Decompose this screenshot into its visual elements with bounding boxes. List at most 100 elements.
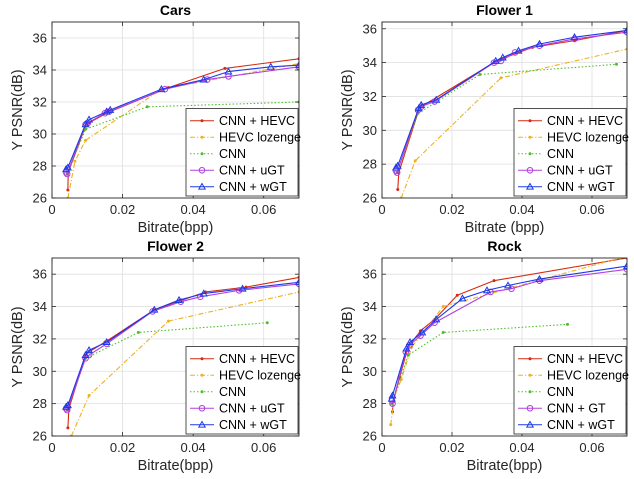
y-tick-label: 30 bbox=[33, 127, 47, 142]
data-point bbox=[106, 105, 115, 113]
data-point bbox=[413, 159, 417, 163]
legend-label: CNN + HEVC bbox=[219, 114, 295, 128]
data-point bbox=[396, 188, 400, 192]
y-tick-label: 28 bbox=[33, 159, 47, 174]
data-point bbox=[66, 188, 70, 192]
plot-series-group bbox=[62, 57, 299, 198]
y-tick-label: 36 bbox=[33, 31, 47, 46]
y-tick-label: 26 bbox=[33, 191, 47, 206]
data-point bbox=[566, 322, 569, 326]
axes-box bbox=[51, 257, 300, 437]
x-tick-label: 0.02 bbox=[110, 202, 135, 217]
series-line-5 bbox=[395, 29, 627, 168]
data-point bbox=[455, 293, 459, 297]
legend-label: HEVC lozenge bbox=[219, 131, 301, 145]
legend-label: HEVC lozenge bbox=[547, 369, 629, 383]
legend-label: CNN bbox=[219, 147, 246, 161]
legend-marker bbox=[526, 166, 534, 174]
y-tick-label: 34 bbox=[363, 299, 377, 314]
axes-box bbox=[381, 21, 628, 199]
x-axis-label: Bitrate(bpp) bbox=[138, 220, 214, 236]
data-point bbox=[417, 100, 426, 108]
data-point bbox=[418, 328, 427, 336]
y-tick-label: 34 bbox=[33, 63, 47, 78]
y-tick-label: 28 bbox=[363, 157, 377, 172]
legend-label: CNN + HEVC bbox=[219, 352, 295, 366]
data-point bbox=[84, 346, 94, 354]
x-tick-label: 0.06 bbox=[579, 202, 604, 217]
data-point bbox=[102, 337, 111, 346]
x-axis-label: Bitrate(bpp) bbox=[467, 458, 543, 474]
data-point bbox=[223, 66, 227, 70]
data-point bbox=[622, 261, 627, 269]
legend-marker bbox=[200, 373, 204, 377]
x-tick-label: 0.04 bbox=[509, 440, 534, 455]
data-point bbox=[84, 127, 88, 131]
legend-marker bbox=[200, 135, 204, 139]
legend-marker bbox=[198, 166, 206, 174]
data-point bbox=[432, 315, 441, 323]
legend-label: CNN + wGT bbox=[219, 180, 287, 194]
legend-label: CNN + wGT bbox=[547, 418, 615, 432]
data-point bbox=[405, 337, 415, 346]
x-axis-label: Bitrate (bpp) bbox=[465, 220, 545, 236]
data-point bbox=[388, 391, 397, 399]
series-line-2 bbox=[67, 63, 299, 198]
legend-marker bbox=[525, 182, 535, 190]
data-point bbox=[294, 60, 299, 69]
chart-title: Flower 1 bbox=[476, 2, 533, 18]
x-tick-label: 0.02 bbox=[439, 440, 464, 455]
chart-title: Cars bbox=[160, 2, 191, 18]
data-point bbox=[508, 285, 515, 293]
legend-marker bbox=[197, 182, 207, 190]
legend-label: CNN + uGT bbox=[547, 164, 613, 178]
legend-label: CNN + wGT bbox=[219, 418, 287, 432]
legend-label: CNN + HEVC bbox=[547, 114, 623, 128]
y-axis-label: Y PSNR(dB) bbox=[340, 306, 356, 387]
x-tick-label: 0.04 bbox=[180, 202, 205, 217]
data-point bbox=[498, 53, 507, 61]
data-point bbox=[199, 75, 208, 83]
data-point bbox=[441, 330, 445, 334]
legend-box bbox=[185, 346, 299, 435]
legend: CNN + HEVC HEVC lozenge CNN CNN + uGT CNN + … bbox=[185, 108, 301, 197]
data-point bbox=[535, 39, 544, 47]
plot-series-group bbox=[391, 26, 627, 198]
data-point bbox=[174, 295, 184, 303]
series-line-4 bbox=[65, 283, 299, 411]
series-line-3 bbox=[66, 101, 299, 175]
legend-label: CNN + HEVC bbox=[547, 352, 623, 366]
x-tick-label: 0.02 bbox=[110, 440, 135, 455]
data-point bbox=[393, 161, 402, 169]
legend: CNN + HEVC HEVC lozenge CNN CNN + GT CNN + w… bbox=[513, 346, 629, 435]
series-line-5 bbox=[65, 64, 299, 170]
data-point bbox=[389, 423, 393, 427]
chart-panel-1: 0 0.02 0.04 0.06 26 28 30 32 34 36 Cars Bitrate(bpp… bbox=[10, 2, 301, 236]
series-line-3 bbox=[391, 323, 568, 404]
data-point bbox=[623, 266, 627, 273]
data-point bbox=[62, 402, 71, 410]
legend-label: CNN bbox=[547, 147, 574, 161]
y-tick-label: 26 bbox=[33, 429, 47, 444]
y-tick-label: 32 bbox=[33, 95, 47, 110]
x-tick-label: 0.04 bbox=[180, 440, 205, 455]
y-tick-label: 28 bbox=[363, 396, 377, 411]
data-point bbox=[622, 26, 627, 34]
x-tick-label: 0.06 bbox=[579, 440, 604, 455]
y-tick-label: 36 bbox=[363, 267, 377, 282]
data-point bbox=[84, 115, 94, 123]
legend-label: CNN bbox=[219, 385, 246, 399]
data-point bbox=[458, 294, 467, 302]
series-line-3 bbox=[396, 63, 617, 173]
legend-label: CNN bbox=[547, 385, 574, 399]
chart-panel-2: 0 0.02 0.04 0.06 26 28 30 32 34 36 Flower 1 Bitrate… bbox=[340, 2, 629, 236]
plot-series-group bbox=[387, 258, 627, 427]
legend-label: CNN + uGT bbox=[219, 164, 285, 178]
legend-label: HEVC lozenge bbox=[547, 131, 629, 145]
legend-marker bbox=[198, 404, 206, 412]
data-point bbox=[491, 56, 500, 64]
series-line-5 bbox=[65, 281, 299, 408]
data-point bbox=[150, 305, 159, 313]
y-axis-label: Y PSNR(dB) bbox=[10, 306, 26, 387]
data-point bbox=[166, 319, 170, 323]
